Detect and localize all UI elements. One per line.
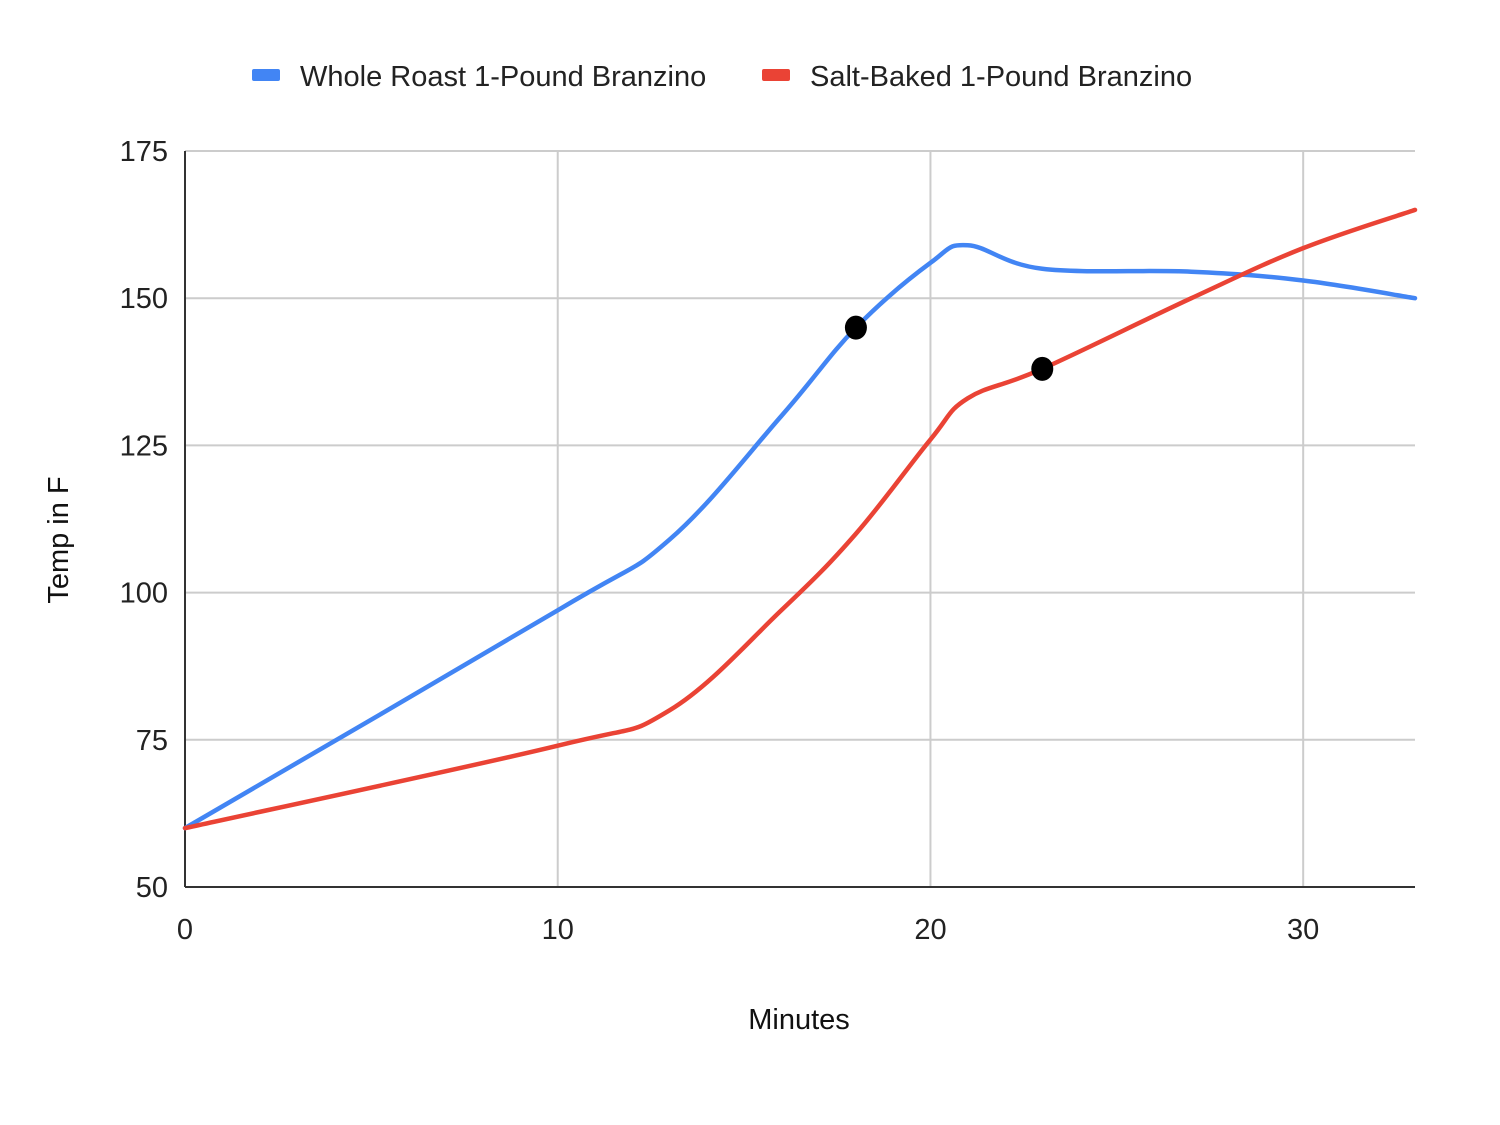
x-tick-label: 10 — [542, 914, 574, 946]
series-line-1 — [182, 207, 1418, 831]
x-axis-title: Minutes — [748, 1004, 850, 1036]
y-tick-label: 175 — [120, 136, 168, 168]
legend: Whole Roast 1-Pound Branzino Salt-Baked 1… — [252, 61, 1192, 93]
x-tick-label: 20 — [914, 914, 946, 946]
y-tick-label: 125 — [120, 430, 168, 462]
tick-labels: 50 75 100 125 150 175 0 10 20 30 — [120, 136, 1320, 946]
axes — [184, 151, 1415, 888]
legend-swatch-0 — [252, 69, 280, 81]
legend-label-1: Salt-Baked 1-Pound Branzino — [810, 61, 1192, 93]
y-tick-label: 50 — [136, 872, 168, 904]
y-axis-title: Temp in F — [43, 476, 75, 603]
y-tick-label: 75 — [136, 725, 168, 757]
y-tick-label: 150 — [120, 283, 168, 315]
x-tick-label: 30 — [1287, 914, 1319, 946]
x-tick-label: 0 — [177, 914, 193, 946]
marker-point-1 — [1031, 356, 1054, 381]
legend-label-0: Whole Roast 1-Pound Branzino — [300, 61, 706, 93]
series-lines — [182, 207, 1418, 831]
series-line-0 — [182, 242, 1418, 831]
grid-lines — [185, 150, 1415, 887]
marker-points — [844, 315, 1054, 381]
y-tick-label: 100 — [120, 578, 168, 610]
marker-point-0 — [844, 315, 867, 340]
legend-swatch-1 — [762, 69, 790, 81]
